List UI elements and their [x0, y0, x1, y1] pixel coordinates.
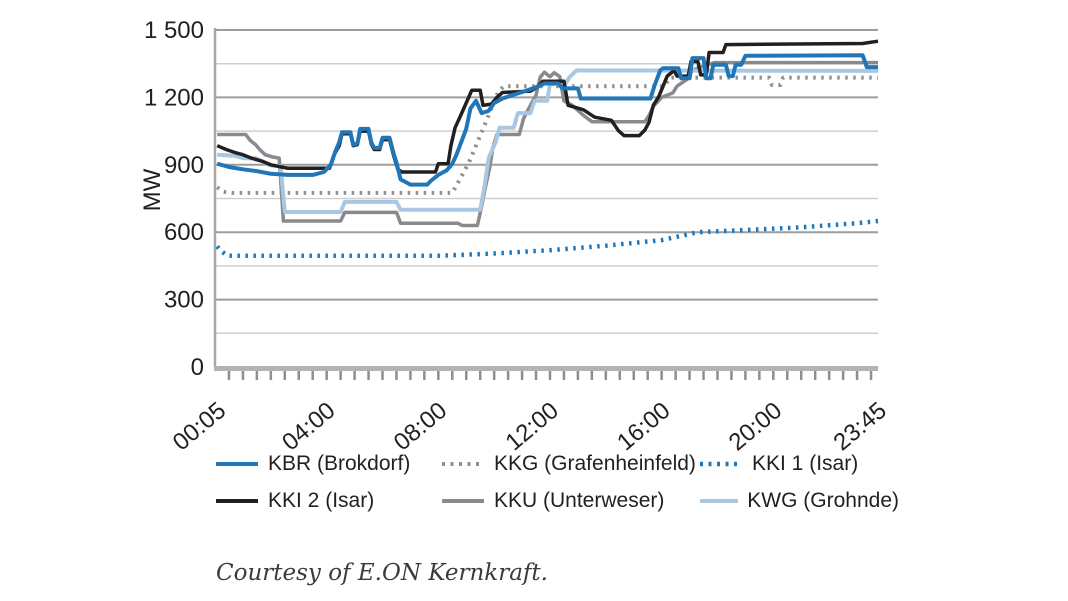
svg-text:04:00: 04:00: [277, 397, 340, 456]
svg-text:1 200: 1 200: [144, 84, 204, 111]
legend-line-sample-kku-unterweser: [442, 499, 484, 503]
legend-label-kku-unterweser: KKU (Unterweser): [494, 489, 665, 512]
y-axis-title: MW: [139, 168, 166, 211]
series-line-kkg-grafenheinfeld: [216, 75, 878, 195]
series-lines: [215, 39, 879, 259]
series-line-kwg-grohnde: [217, 68, 879, 214]
axes: [213, 28, 878, 371]
legend-item-kbr-brokdorf: KBR (Brokdorf): [215, 452, 441, 476]
svg-text:16:00: 16:00: [612, 397, 675, 456]
svg-text:20:00: 20:00: [724, 397, 787, 456]
legend-item-kkg-grafenheinfeld: KKG (Grafenheinfeld): [441, 452, 699, 476]
figure-caption: Courtesy of E.ON Kernkraft.: [216, 560, 548, 586]
legend-label-kki-1-isar: KKI 1 (Isar): [752, 452, 859, 475]
legend-item-kki-2-isar: KKI 2 (Isar): [215, 489, 441, 513]
series-line-kki-1-isar: [215, 218, 879, 259]
series-line-kki-2-isar: [216, 39, 879, 174]
legend-item-kwg-grohnde: KWG (Grohnde): [699, 489, 899, 513]
svg-text:23:45: 23:45: [828, 397, 891, 456]
svg-text:900: 900: [164, 152, 204, 179]
legend-label-kkg-grafenheinfeld: KKG (Grafenheinfeld): [494, 452, 696, 475]
svg-text:0: 0: [191, 354, 204, 381]
legend-label-kbr-brokdorf: KBR (Brokdorf): [268, 452, 411, 475]
svg-text:600: 600: [164, 219, 204, 246]
svg-text:00:05: 00:05: [168, 397, 231, 456]
legend-line-sample-kkg-grafenheinfeld: [442, 462, 484, 466]
legend-line-sample-kbr-brokdorf: [216, 462, 258, 466]
svg-text:1 500: 1 500: [144, 17, 204, 44]
legend-line-sample-kwg-grohnde: [700, 499, 739, 503]
legend-label-kwg-grohnde: KWG (Grohnde): [747, 489, 899, 512]
legend-label-kki-2-isar: KKI 2 (Isar): [268, 489, 375, 512]
svg-text:12:00: 12:00: [500, 397, 563, 456]
chart-legend: KBR (Brokdorf) KKG (Grafenheinfeld) KKI 1 …: [215, 452, 899, 513]
gridlines: [215, 29, 878, 335]
legend-line-sample-kki-2-isar: [216, 499, 258, 503]
legend-item-kku-unterweser: KKU (Unterweser): [441, 489, 699, 513]
legend-line-sample-kki-1-isar: [700, 461, 742, 467]
svg-text:08:00: 08:00: [389, 397, 452, 456]
y-axis-labels: 0 300 600 900 1 200 1 500: [144, 17, 204, 381]
x-axis-ticks: [227, 371, 873, 380]
series-line-kbr-brokdorf: [216, 53, 878, 187]
x-axis-labels: 00:05 04:00 08:00 12:00 16:00 20:00 23:45: [168, 397, 892, 456]
legend-item-kki-1-isar: KKI 1 (Isar): [699, 452, 899, 476]
svg-text:300: 300: [164, 287, 204, 314]
